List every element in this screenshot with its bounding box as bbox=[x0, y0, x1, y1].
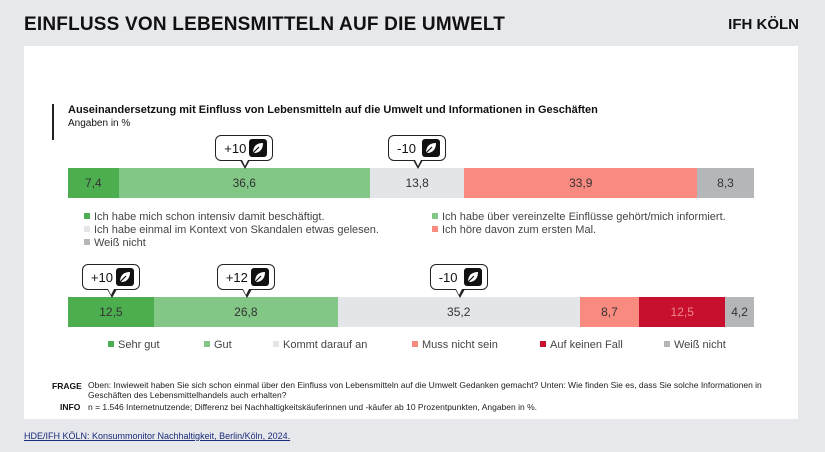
data-label: 8,3 bbox=[717, 176, 734, 190]
legend-item-muss-nicht-sein: Muss nicht sein bbox=[412, 339, 498, 351]
legend-swatch bbox=[84, 239, 90, 245]
data-label: 4,2 bbox=[731, 305, 748, 319]
legend-swatch bbox=[540, 341, 546, 347]
legend-item-wei-nicht: Weiß nicht bbox=[664, 339, 726, 351]
legend-label: Kommt darauf an bbox=[283, 339, 368, 351]
legend-swatch bbox=[664, 341, 670, 347]
stacked-bar-awareness: 7,4 36,6 13,8 33,9 8,3 bbox=[68, 168, 754, 198]
callout-badge: -10 bbox=[429, 264, 488, 298]
callout-text: -10 bbox=[397, 141, 416, 156]
legend-swatch bbox=[108, 341, 114, 347]
chart-heading: Auseinandersetzung mit Einfluss von Lebe… bbox=[52, 104, 598, 140]
callout-text: +12 bbox=[225, 270, 248, 285]
legend-swatch bbox=[204, 341, 210, 347]
legend-label: Weiß nicht bbox=[674, 339, 726, 351]
legend-swatch bbox=[84, 213, 90, 219]
bar-segment-ich-habe-uber-vereinzelte-einflusse-gehort-mich-informiert: 36,6 bbox=[118, 168, 370, 198]
data-label: 7,4 bbox=[85, 176, 102, 190]
legend-item-gut: Gut bbox=[204, 339, 232, 351]
callout-pointer-inner bbox=[243, 289, 250, 295]
legend-label: Auf keinen Fall bbox=[550, 339, 623, 351]
callout-badge: +10 bbox=[215, 135, 274, 169]
chart-title: Auseinandersetzung mit Einfluss von Lebe… bbox=[68, 104, 598, 116]
data-label: 13,8 bbox=[405, 176, 429, 190]
leaf-icon bbox=[422, 139, 441, 157]
legend-swatch bbox=[432, 213, 438, 219]
legend-swatch bbox=[84, 226, 90, 232]
info-label: INFO bbox=[60, 402, 81, 412]
legend-item-ich-hore-davon-zum-ersten-mal: Ich höre davon zum ersten Mal. bbox=[432, 224, 596, 236]
callout-badge: +12 bbox=[216, 264, 275, 298]
callout-badge: -10 bbox=[388, 135, 447, 169]
legend-item-ich-habe-mich-schon-intensiv-damit-beschaftigt: Ich habe mich schon intensiv damit besch… bbox=[84, 211, 325, 223]
callout-pointer-inner bbox=[108, 289, 115, 295]
chart-subtitle: Angaben in % bbox=[68, 118, 131, 129]
frage-label: FRAGE bbox=[52, 381, 82, 391]
legend-label: Ich habe mich schon intensiv damit besch… bbox=[94, 211, 325, 223]
legend-item-kommt-darauf-an: Kommt darauf an bbox=[273, 339, 367, 351]
legend-item-wei-nicht: Weiß nicht bbox=[84, 237, 146, 249]
bar-segment-gut: 26,8 bbox=[153, 297, 338, 327]
bar-segment-wei-nicht: 4,2 bbox=[725, 297, 754, 327]
leaf-icon bbox=[115, 268, 134, 286]
legend-swatch bbox=[412, 341, 418, 347]
data-label: 26,8 bbox=[234, 305, 258, 319]
bar-segment-kommt-darauf-an: 35,2 bbox=[337, 297, 580, 327]
legend-item-sehr-gut: Sehr gut bbox=[108, 339, 160, 351]
callout-pointer-inner bbox=[456, 289, 463, 295]
legend-label: Muss nicht sein bbox=[422, 339, 498, 351]
leaf-icon bbox=[249, 139, 268, 157]
data-label: 35,2 bbox=[447, 305, 471, 319]
callout-text: +10 bbox=[90, 270, 113, 285]
source-link[interactable]: HDE/IFH KÖLN: Konsummonitor Nachhaltigke… bbox=[24, 431, 291, 441]
legend-information: Sehr gut Gut Kommt darauf an Muss nicht sei… bbox=[68, 339, 754, 355]
brand-logo: IFH KÖLN bbox=[728, 16, 799, 33]
legend-label: Sehr gut bbox=[118, 339, 160, 351]
legend-label: Gut bbox=[214, 339, 232, 351]
leaf-icon bbox=[463, 268, 482, 286]
legend-swatch bbox=[273, 341, 279, 347]
legend-swatch bbox=[432, 226, 438, 232]
legend-label: Weiß nicht bbox=[94, 237, 146, 249]
legend-label: Ich habe einmal im Kontext von Skandalen… bbox=[94, 224, 379, 236]
data-label: 33,9 bbox=[569, 176, 593, 190]
stacked-bar-information: 12,5 26,8 35,2 8,7 12,5 4,2 bbox=[68, 297, 754, 327]
data-label: 12,5 bbox=[99, 305, 123, 319]
bar-segment-ich-hore-davon-zum-ersten-mal: 33,9 bbox=[464, 168, 698, 198]
data-label: 8,7 bbox=[601, 305, 618, 319]
bar-segment-ich-habe-einmal-im-kontext-von-skandalen-etwas-gelesen: 13,8 bbox=[369, 168, 465, 198]
page-title: EINFLUSS VON LEBENSMITTELN AUF DIE UMWEL… bbox=[24, 14, 506, 35]
bar-segment-muss-nicht-sein: 8,7 bbox=[579, 297, 640, 327]
legend-label: Ich habe über vereinzelte Einflüsse gehö… bbox=[442, 211, 726, 223]
callout-text: -10 bbox=[438, 270, 458, 285]
leaf-icon bbox=[250, 268, 269, 286]
bar-segment-auf-keinen-fall: 12,5 bbox=[639, 297, 726, 327]
data-label: 12,5 bbox=[670, 305, 694, 319]
callout-text: +10 bbox=[224, 141, 247, 156]
legend-item-ich-habe-uber-vereinzelte-einflusse-gehort-mich-informiert: Ich habe über vereinzelte Einflüsse gehö… bbox=[432, 211, 726, 223]
legend-label: Ich höre davon zum ersten Mal. bbox=[442, 224, 597, 236]
info-text: n = 1.546 Internetnutzende; Differenz be… bbox=[88, 402, 537, 412]
chart-panel bbox=[24, 46, 798, 419]
legend-item-auf-keinen-fall: Auf keinen Fall bbox=[540, 339, 623, 351]
callout-pointer-inner bbox=[414, 160, 421, 166]
frage-text: Oben: Inwieweit haben Sie sich schon ein… bbox=[88, 380, 762, 400]
bar-segment-wei-nicht: 8,3 bbox=[697, 168, 754, 198]
bar-segment-ich-habe-mich-schon-intensiv-damit-beschaftigt: 7,4 bbox=[68, 168, 119, 198]
callout-pointer-inner bbox=[241, 160, 248, 166]
legend-item-ich-habe-einmal-im-kontext-von-skandalen-etwas-gelesen: Ich habe einmal im Kontext von Skandalen… bbox=[84, 224, 379, 236]
bar-segment-sehr-gut: 12,5 bbox=[68, 297, 154, 327]
data-label: 36,6 bbox=[232, 176, 256, 190]
callout-badge: +10 bbox=[81, 264, 140, 298]
